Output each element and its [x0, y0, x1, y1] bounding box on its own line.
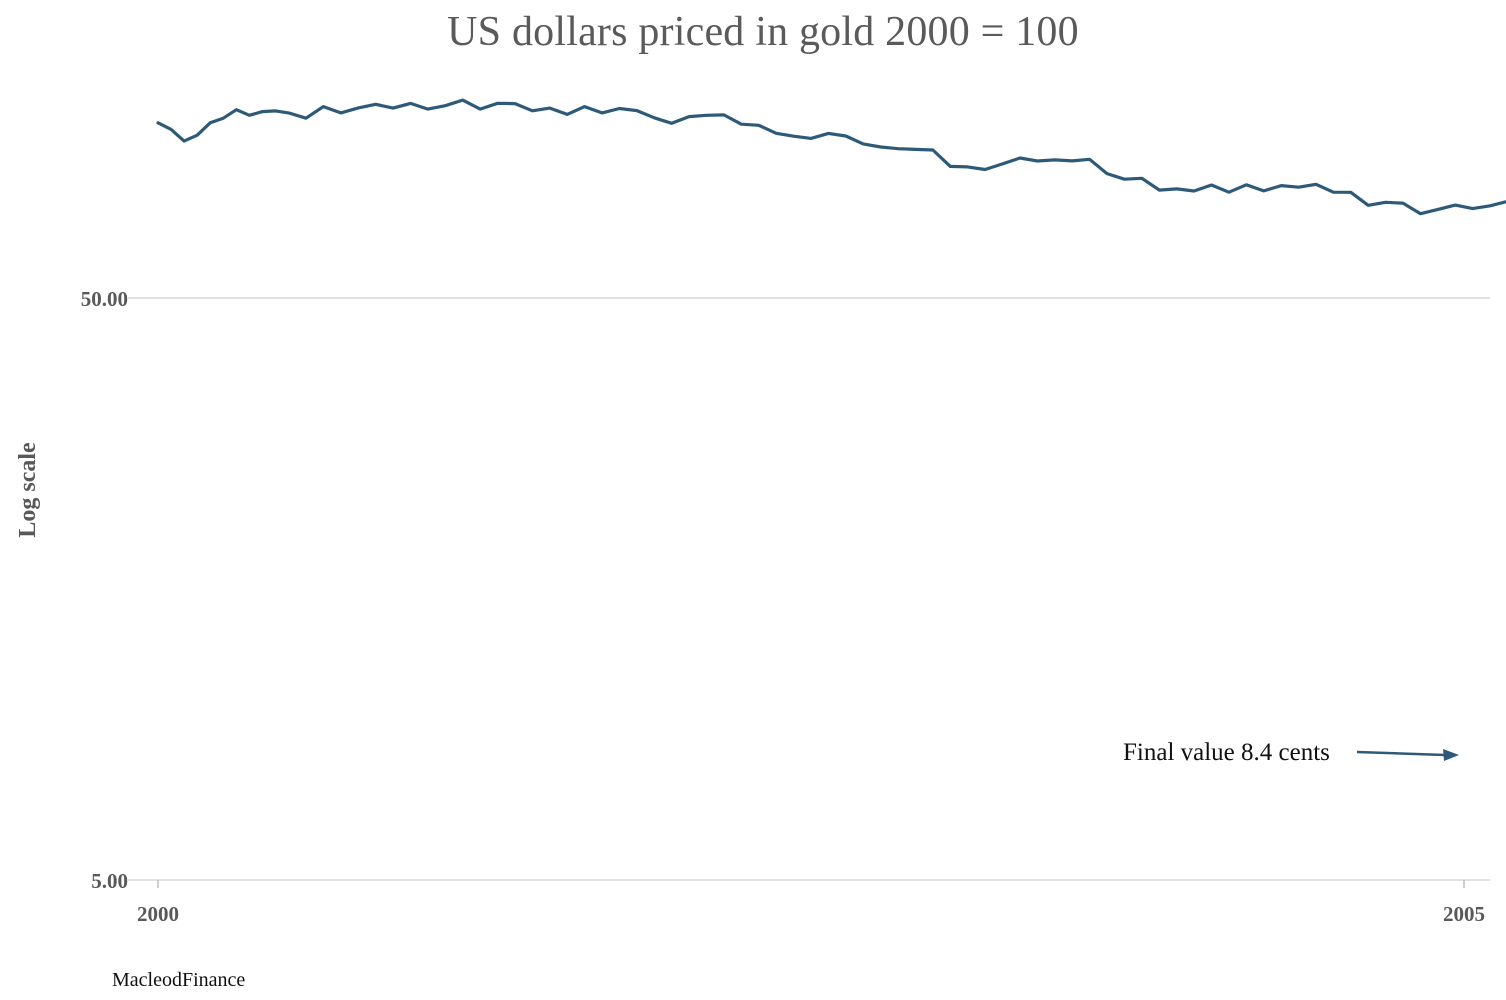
series-line	[156, 98, 1506, 216]
annotation-arrow-head	[1443, 749, 1459, 761]
annotation-arrow-line	[1356, 750, 1446, 757]
chart-title: US dollars priced in gold 2000 = 100	[447, 9, 1079, 55]
x-tick-label: 2005	[1443, 902, 1485, 926]
y-tick-label: 50.00	[81, 287, 128, 311]
final-value-annotation: Final value 8.4 cents	[1123, 739, 1330, 766]
x-tick-labels: 200020052010201520202025	[137, 880, 1485, 926]
y-tick-labels: 50.00 5.00	[81, 287, 128, 893]
y-tick-label: 5.00	[91, 869, 128, 893]
x-tick-label: 2000	[137, 902, 179, 926]
annotation-arrow	[1356, 749, 1459, 761]
source-credit: MacleodFinance	[112, 969, 245, 991]
y-axis-label: Log scale	[15, 442, 41, 538]
